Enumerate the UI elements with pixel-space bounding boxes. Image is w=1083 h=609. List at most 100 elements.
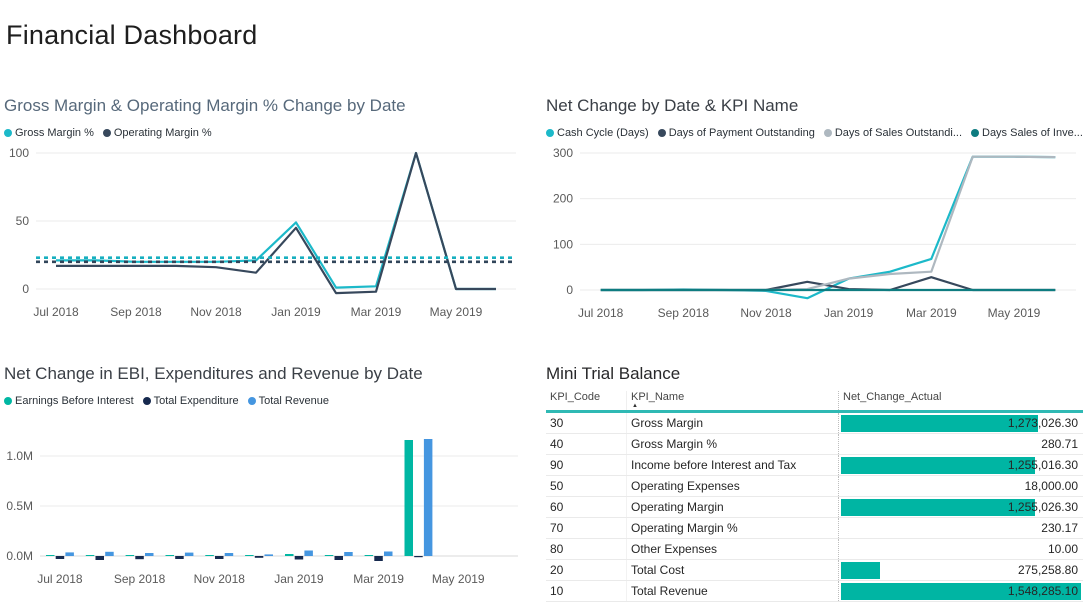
cell-value-text: 1,255,016.30 bbox=[1007, 458, 1078, 472]
bar[interactable] bbox=[46, 555, 55, 556]
table-row[interactable]: 10 Total Revenue 1,548,285.10 bbox=[546, 581, 1083, 602]
y-axis-tick-label: 0 bbox=[22, 282, 29, 296]
y-axis-tick-label: 100 bbox=[9, 146, 29, 160]
table-header-rule bbox=[546, 410, 1083, 413]
bar[interactable] bbox=[364, 555, 374, 556]
y-axis-tick-label: 100 bbox=[553, 237, 573, 251]
cell-kpi-name: Total Cost bbox=[626, 560, 838, 580]
cell-value-text: 1,548,285.10 bbox=[1007, 584, 1078, 598]
bar[interactable] bbox=[245, 555, 254, 556]
cell-net-change-actual: 230.17 bbox=[838, 518, 1083, 538]
bar[interactable] bbox=[215, 556, 224, 559]
table-row[interactable]: 60 Operating Margin 1,255,026.30 bbox=[546, 497, 1083, 518]
bar[interactable] bbox=[404, 440, 414, 556]
y-axis-tick-label: 0.5M bbox=[6, 499, 33, 513]
legend-item[interactable]: Total Expenditure bbox=[142, 395, 239, 407]
legend-label: Days of Sales Outstandi... bbox=[834, 127, 962, 139]
cell-net-change-actual: 280.71 bbox=[838, 434, 1083, 454]
legend-item[interactable]: Operating Margin % bbox=[102, 127, 212, 139]
bar[interactable] bbox=[205, 555, 214, 556]
line-series[interactable] bbox=[600, 155, 1056, 300]
bar[interactable] bbox=[324, 555, 334, 556]
cell-kpi-name: Total Revenue bbox=[626, 581, 838, 601]
legend-item[interactable]: Total Revenue bbox=[247, 395, 329, 407]
x-axis-tick-label: Jan 2019 bbox=[824, 306, 874, 320]
legend-label: Cash Cycle (Days) bbox=[557, 127, 649, 139]
column-header-net-change-actual[interactable]: Net_Change_Actual bbox=[838, 391, 1083, 410]
bar[interactable] bbox=[304, 550, 313, 557]
table-row[interactable]: 30 Gross Margin 1,273,026.30 bbox=[546, 413, 1083, 434]
bar[interactable] bbox=[423, 439, 433, 556]
line-chart-net-change-kpi[interactable]: 0 100 200 300 Jul 2018 Sep 2018 Nov 2018 Jan 20… bbox=[546, 145, 1083, 335]
table-row[interactable]: 40 Gross Margin % 280.71 bbox=[546, 434, 1083, 455]
line-series[interactable] bbox=[56, 151, 496, 295]
bar-chart-ebi-exp-rev[interactable]: 0.0M 0.5M 1.0M Jul 2018 Sep 2018 Nov 2018 Jan … bbox=[4, 413, 534, 602]
line-chart-margin-change[interactable]: 0 50 100 Jul 2018 Sep 2018 Nov 2018 Jan 2019 Ma… bbox=[4, 145, 534, 335]
legend-dot-icon bbox=[4, 129, 12, 137]
data-bar bbox=[841, 562, 881, 579]
bar[interactable] bbox=[95, 556, 105, 560]
legend-label: Earnings Before Interest bbox=[15, 395, 134, 407]
cell-kpi-code: 60 bbox=[550, 500, 564, 514]
bar[interactable] bbox=[145, 553, 154, 556]
cell-net-change-actual: 1,548,285.10 bbox=[838, 581, 1083, 601]
table-row[interactable]: 70 Operating Margin % 230.17 bbox=[546, 518, 1083, 539]
bar[interactable] bbox=[334, 556, 344, 560]
table-row[interactable]: 50 Operating Expenses 18,000.00 bbox=[546, 476, 1083, 497]
legend-item[interactable]: Days Sales of Inve... bbox=[971, 127, 1083, 139]
bar[interactable] bbox=[175, 556, 184, 559]
x-axis-tick-label: Sep 2018 bbox=[114, 572, 166, 586]
cell-net-change-actual: 1,255,016.30 bbox=[838, 455, 1083, 475]
table-body: 30 Gross Margin 1,273,026.30 40 Gross Margin… bbox=[546, 413, 1083, 602]
bar[interactable] bbox=[125, 555, 135, 556]
bar[interactable] bbox=[224, 553, 234, 556]
column-header-kpi-code[interactable]: KPI_Code bbox=[550, 391, 601, 403]
legend-item[interactable]: Gross Margin % bbox=[4, 127, 94, 139]
cell-kpi-code: 50 bbox=[550, 479, 564, 493]
legend-label: Gross Margin % bbox=[15, 127, 94, 139]
cell-kpi-name: Other Expenses bbox=[626, 539, 838, 559]
bar[interactable] bbox=[254, 556, 264, 558]
data-bar bbox=[841, 583, 1081, 600]
bar[interactable] bbox=[374, 556, 383, 561]
bar[interactable] bbox=[294, 556, 304, 560]
bar[interactable] bbox=[85, 555, 95, 556]
line-series[interactable] bbox=[600, 155, 1056, 292]
bar[interactable] bbox=[65, 552, 74, 556]
y-axis-tick-label: 300 bbox=[553, 146, 573, 160]
bar[interactable] bbox=[55, 556, 65, 559]
legend-dot-icon bbox=[247, 397, 256, 405]
legend-dot-icon bbox=[657, 129, 666, 137]
cell-kpi-name: Operating Margin bbox=[626, 497, 838, 517]
legend-item[interactable]: Days of Sales Outstandi... bbox=[823, 127, 962, 139]
panel-mini-trial-balance: Mini Trial Balance KPI_Code KPI_Name ▲ N… bbox=[546, 363, 1083, 602]
table-row[interactable]: 90 Income before Interest and Tax 1,255,01… bbox=[546, 455, 1083, 476]
cell-value-text: 230.17 bbox=[1041, 521, 1078, 535]
x-axis-tick-label: Sep 2018 bbox=[658, 306, 710, 320]
cell-net-change-actual: 1,255,026.30 bbox=[838, 497, 1083, 517]
bar[interactable] bbox=[105, 551, 114, 556]
column-header-kpi-name[interactable]: KPI_Name ▲ bbox=[626, 391, 838, 410]
y-axis-tick-label: 0 bbox=[566, 283, 573, 297]
bar[interactable] bbox=[184, 552, 194, 556]
legend-item[interactable]: Days of Payment Outstanding bbox=[657, 127, 815, 139]
bar[interactable] bbox=[135, 556, 144, 560]
cell-kpi-code: 40 bbox=[550, 437, 564, 451]
legend-item[interactable]: Cash Cycle (Days) bbox=[546, 127, 649, 139]
bar[interactable] bbox=[344, 552, 353, 556]
bar[interactable] bbox=[285, 554, 294, 556]
legend-item[interactable]: Earnings Before Interest bbox=[4, 395, 134, 407]
x-axis-tick-label: Sep 2018 bbox=[110, 305, 162, 319]
panel-ebi-exp-rev: Net Change in EBI, Expenditures and Reve… bbox=[4, 363, 536, 602]
bar[interactable] bbox=[165, 555, 175, 556]
bar[interactable] bbox=[264, 554, 274, 556]
table-row[interactable]: 20 Total Cost 275,258.80 bbox=[546, 560, 1083, 581]
bar[interactable] bbox=[384, 551, 393, 557]
legend-label: Total Revenue bbox=[258, 395, 329, 407]
table-row[interactable]: 80 Other Expenses 10.00 bbox=[546, 539, 1083, 560]
table-title: Mini Trial Balance bbox=[546, 364, 681, 383]
bar[interactable] bbox=[414, 556, 423, 558]
y-axis-tick-label: 1.0M bbox=[6, 449, 33, 463]
chart-title-net-change-kpi: Net Change by Date & KPI Name bbox=[546, 96, 799, 115]
cell-net-change-actual: 10.00 bbox=[838, 539, 1083, 559]
